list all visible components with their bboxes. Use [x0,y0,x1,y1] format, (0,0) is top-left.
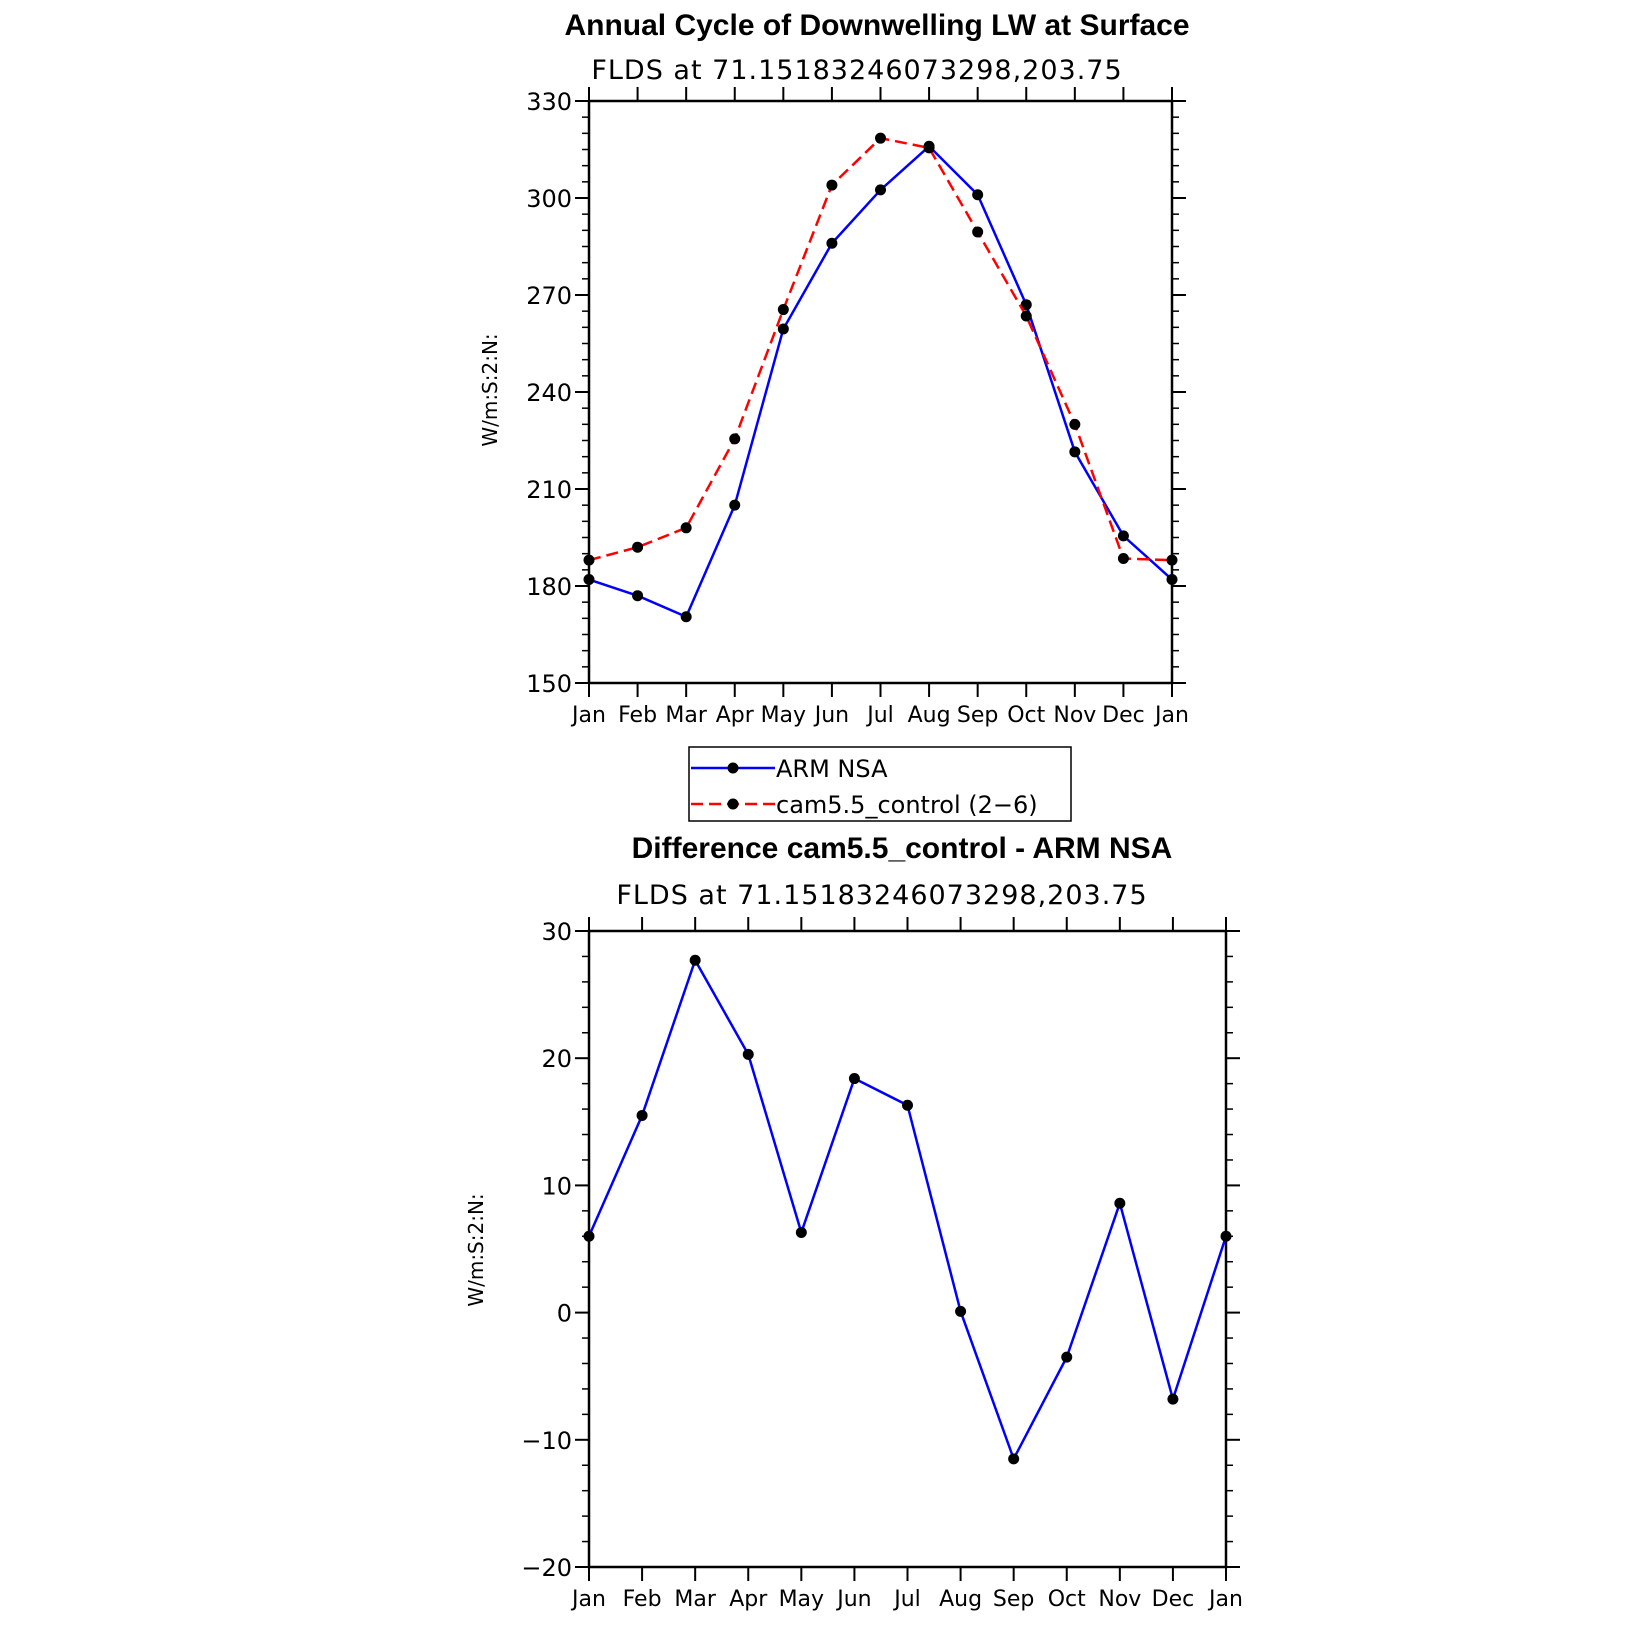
chart-2-xtick-label: Nov [1098,1587,1141,1612]
legend-box [688,746,1072,822]
chart-2-ytick-label: −10 [521,1427,572,1455]
chart-1-subtitle: FLDS at 71.15183246073298,203.75 [591,55,1122,86]
chart-2-ytick-label: 30 [541,918,572,946]
chart-1-series-1-point [632,541,644,553]
legend-marker-arm [727,762,739,774]
chart-2-xtick-label: Jul [892,1587,921,1612]
chart-1-series-0-point [826,237,838,249]
chart-2-xtick-label: Jun [835,1587,871,1612]
chart-2-series-0-point [1167,1393,1179,1405]
chart-1-series-0-point [680,611,692,623]
chart-2-ytick-label: 10 [541,1172,572,1200]
chart-2-xtick-label: Oct [1048,1587,1086,1612]
chart-2-xtick-label: Sep [993,1587,1034,1612]
chart-2-ylabel: W/m:S:2:N: [464,1193,488,1306]
chart-1-ytick-label: 240 [526,379,572,407]
chart-2-series-0-point [1008,1453,1020,1465]
chart-1-series-1-point [777,304,789,316]
chart-2-xtick-label: May [779,1587,824,1612]
chart-1-series-0-point [972,189,984,201]
chart-1-series-1-point [1117,553,1129,565]
chart-1-xtick-label: Jan [1153,703,1189,728]
chart-2-series-0-point [742,1048,754,1060]
chart-2-ytick-label: 20 [541,1045,572,1073]
chart-1-xtick-label: Jan [570,703,606,728]
chart-1-ytick-label: 300 [526,185,572,213]
chart-1-xtick-label: Jul [865,703,894,728]
chart-2-series-0-point [636,1109,648,1121]
chart-2-xtick-label: Dec [1152,1587,1195,1612]
chart-2-series-0-point [583,1230,595,1242]
chart-1-series-0-point [875,184,886,196]
chart-1-ytick-label: 180 [526,573,572,601]
chart-1-series-1-point [972,226,984,238]
chart-1-series-1-point [680,522,692,534]
chart-1-series-0-point [1166,574,1178,586]
chart-2-ytick-label: −20 [521,1554,572,1582]
chart-2-series-0-point [795,1226,807,1238]
chart-1-series-1-point [826,179,838,191]
legend-marker-cam [727,798,739,810]
chart-1-series-1-point [729,433,741,445]
chart-1-xtick-label: Mar [665,703,707,728]
chart-1-xtick-label: Apr [716,703,755,728]
legend-label-cam: cam5.5_control (2−6) [776,791,1038,819]
legend-label-arm: ARM NSA [776,755,888,783]
chart-1-xtick-label: Oct [1007,703,1045,728]
chart-1-ytick-label: 150 [526,670,572,698]
chart-1-xtick-label: Nov [1053,703,1096,728]
chart-2-plot: Jan Feb Mar Apr May Jun Jul Aug Sep Oct Nov Dec Jan −… [521,917,1243,1612]
chart-1-ylabel: W/m:S:2:N: [478,333,502,446]
chart-1-series-1-point [923,142,935,154]
chart-2-xtick-label: Aug [939,1587,982,1612]
chart-1-xtick-label: Feb [618,703,657,728]
chart-2-series-0-point [1114,1197,1126,1209]
chart-2-series-0-point [1220,1230,1232,1242]
chart-2-xtick-label: Jan [1207,1587,1243,1612]
chart-1-series-1-point [875,132,886,144]
chart-1-series-1-point [583,554,595,566]
chart-1-xtick-label: Aug [908,703,951,728]
chart-1-plot: Jan Feb Mar Apr May Jun Jul Aug Sep Oct Nov Dec Jan 1… [526,87,1189,728]
chart-1-series-1-point [1020,310,1032,322]
chart-1-series-0-point [777,323,789,335]
chart-1-xtick-label: Jun [813,703,849,728]
legend: ARM NSA cam5.5_control (2−6) [688,746,1072,822]
chart-2-series-0-point [902,1099,913,1111]
chart-2-series-0-line [587,959,1228,1461]
chart-2-series-0-point [955,1305,967,1317]
chart-1-series-1-point [1166,554,1178,566]
chart-2-frame [587,929,1228,1569]
chart-1-series-0-point [729,499,741,511]
chart-1-series-0-point [1069,446,1081,458]
chart-1-series-0-point [632,590,644,602]
chart-2-xtick-label: Jan [570,1587,606,1612]
chart-1-series-1-line [588,136,1173,562]
chart-1-series-0-line [588,145,1173,618]
chart-1-series-0-point [1117,530,1129,542]
chart-1-xtick-label: Sep [957,703,998,728]
chart-2-title: Difference cam5.5_control - ARM NSA [632,832,1173,865]
chart-2-xtick-label: Mar [674,1587,716,1612]
chart-1-ytick-label: 330 [526,88,572,116]
chart-2-series-0-point [689,954,701,966]
chart-2-xtick-label: Feb [623,1587,662,1612]
chart-1-xtick-label: Dec [1102,703,1145,728]
chart-1-title: Annual Cycle of Downwelling LW at Surfac… [564,9,1189,42]
chart-1-xtick-label: May [761,703,806,728]
chart-1-ytick-label: 210 [526,476,572,504]
chart-2-series-0-point [848,1073,860,1085]
chart-2-series-0-point [1061,1351,1073,1363]
chart-2-ytick-label: 0 [557,1300,572,1328]
chart-1-ytick-label: 270 [526,282,572,310]
chart-2-xtick-label: Apr [729,1587,768,1612]
chart-1-series-1-point [1069,418,1081,430]
chart-1-series-0-point [583,574,595,586]
chart-2-subtitle: FLDS at 71.15183246073298,203.75 [616,880,1147,911]
chart-1-series-0-point [1020,299,1032,311]
